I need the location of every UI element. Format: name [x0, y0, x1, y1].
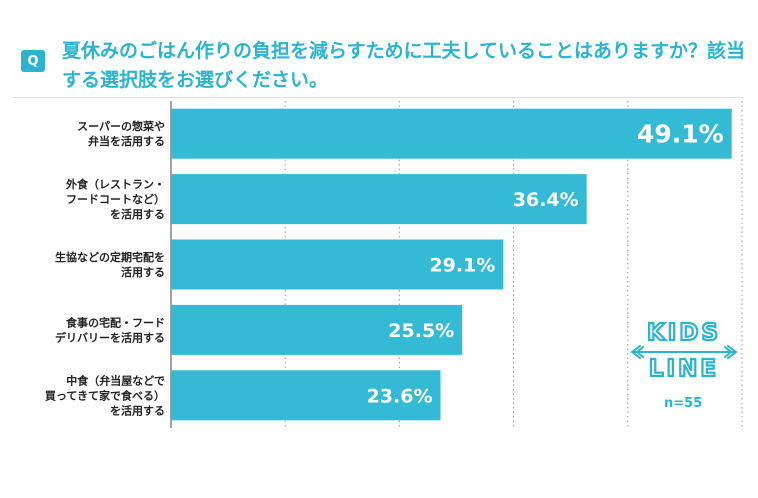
category-label: 生協などの定期宅配を: [55, 250, 165, 264]
bar: [171, 239, 504, 290]
bar: [171, 304, 463, 355]
logo-text-kids: KIDS: [647, 320, 721, 346]
category-label: 活用する: [121, 265, 165, 279]
category-label: 食事の宅配・フード: [66, 315, 165, 329]
category-label: 中食（弁当屋などで: [66, 373, 165, 387]
bar-value-label: 23.6%: [367, 385, 433, 407]
title-divider: [12, 97, 744, 98]
logo-arrow-icon: [630, 345, 738, 359]
sample-size: n=55: [664, 396, 703, 411]
category-label: 買ってきて家で食べる）: [45, 388, 165, 402]
category-label: スーパーの惣菜や: [77, 119, 165, 133]
kids-line-logo: KIDS LINE: [630, 319, 738, 382]
category-label: を活用する: [110, 403, 165, 417]
category-label: を活用する: [110, 207, 165, 221]
bar: [171, 370, 441, 421]
bar-value-label: 49.1%: [637, 120, 724, 149]
bar: [171, 108, 732, 159]
category-label: フードコートなど）: [66, 193, 165, 206]
logo-text-line: LINE: [649, 356, 719, 382]
question-text: 夏休みのごはん作りの負担を減らすために工夫していることはありますか？該当する選択…: [62, 40, 746, 91]
bar-value-label: 36.4%: [513, 189, 579, 211]
bar-value-label: 29.1%: [429, 255, 495, 277]
category-label: 弁当を活用する: [88, 134, 165, 148]
question-badge: Q: [21, 50, 45, 72]
bar: [171, 174, 587, 225]
category-label: 外食（レストラン・: [65, 177, 165, 191]
bar-value-label: 25.5%: [388, 320, 454, 342]
category-label: デリバリーを活用する: [55, 330, 165, 344]
